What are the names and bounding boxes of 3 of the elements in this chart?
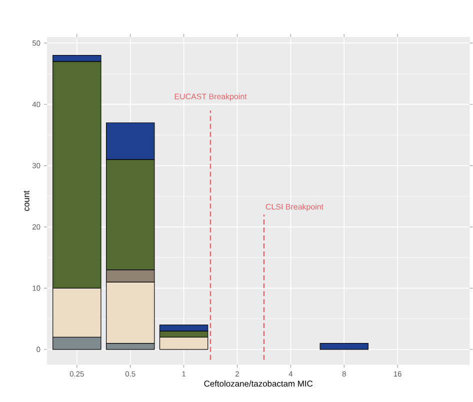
bar <box>320 343 368 350</box>
x-axis-title: Ceftolozane/tazobactam MIC <box>204 380 313 387</box>
y-axis-title: count <box>24 190 30 211</box>
